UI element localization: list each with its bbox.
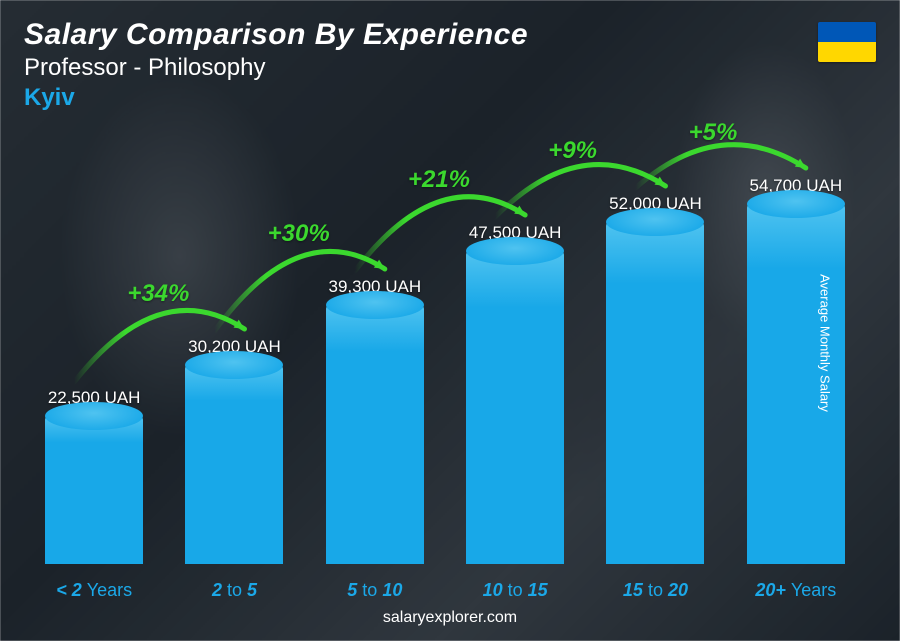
footer-credit: salaryexplorer.com — [24, 609, 876, 627]
bar — [606, 222, 704, 564]
bar-group: 22,500 UAH — [34, 122, 154, 564]
bar-top-ellipse — [606, 208, 704, 236]
flag-icon — [818, 22, 876, 62]
x-axis-label: 2 to 5 — [174, 580, 294, 601]
chart-container: Salary Comparison By Experience Professo… — [0, 0, 900, 641]
bar-group: 54,700 UAH — [736, 122, 856, 564]
bar — [466, 251, 564, 564]
growth-percent-label: +34% — [127, 280, 189, 308]
bar-top-ellipse — [326, 291, 424, 319]
growth-percent-label: +21% — [408, 166, 470, 194]
bar-group: 47,500 UAH — [455, 122, 575, 564]
header: Salary Comparison By Experience Professo… — [24, 18, 876, 112]
page-title: Salary Comparison By Experience — [24, 18, 876, 52]
x-axis-label: < 2 Years — [34, 580, 154, 601]
x-axis-labels: < 2 Years 2 to 5 5 to 10 10 to 15 15 to 20 20… — [24, 570, 876, 601]
bar-group: 52,000 UAH — [595, 122, 715, 564]
x-axis-label: 20+ Years — [736, 580, 856, 601]
bar-top-ellipse — [45, 402, 143, 430]
bar-top-ellipse — [466, 237, 564, 265]
x-axis-label: 10 to 15 — [455, 580, 575, 601]
bar-top-ellipse — [185, 351, 283, 379]
bar — [45, 416, 143, 564]
x-axis-label: 5 to 10 — [315, 580, 435, 601]
y-axis-label: Average Monthly Salary — [818, 274, 833, 412]
bar-top-ellipse — [747, 190, 845, 218]
location-label: Kyiv — [24, 84, 876, 112]
growth-percent-label: +5% — [689, 119, 738, 147]
bar — [326, 305, 424, 564]
chart-area: 22,500 UAH30,200 UAH39,300 UAH47,500 UAH… — [24, 122, 876, 564]
subtitle: Professor - Philosophy — [24, 54, 876, 82]
bar — [185, 365, 283, 564]
flag-bottom-stripe — [818, 42, 876, 62]
flag-top-stripe — [818, 22, 876, 42]
growth-percent-label: +9% — [548, 137, 597, 165]
bar-group: 30,200 UAH — [174, 122, 294, 564]
bar-chart: 22,500 UAH30,200 UAH39,300 UAH47,500 UAH… — [24, 122, 876, 564]
growth-percent-label: +30% — [268, 220, 330, 248]
x-axis-label: 15 to 20 — [595, 580, 715, 601]
